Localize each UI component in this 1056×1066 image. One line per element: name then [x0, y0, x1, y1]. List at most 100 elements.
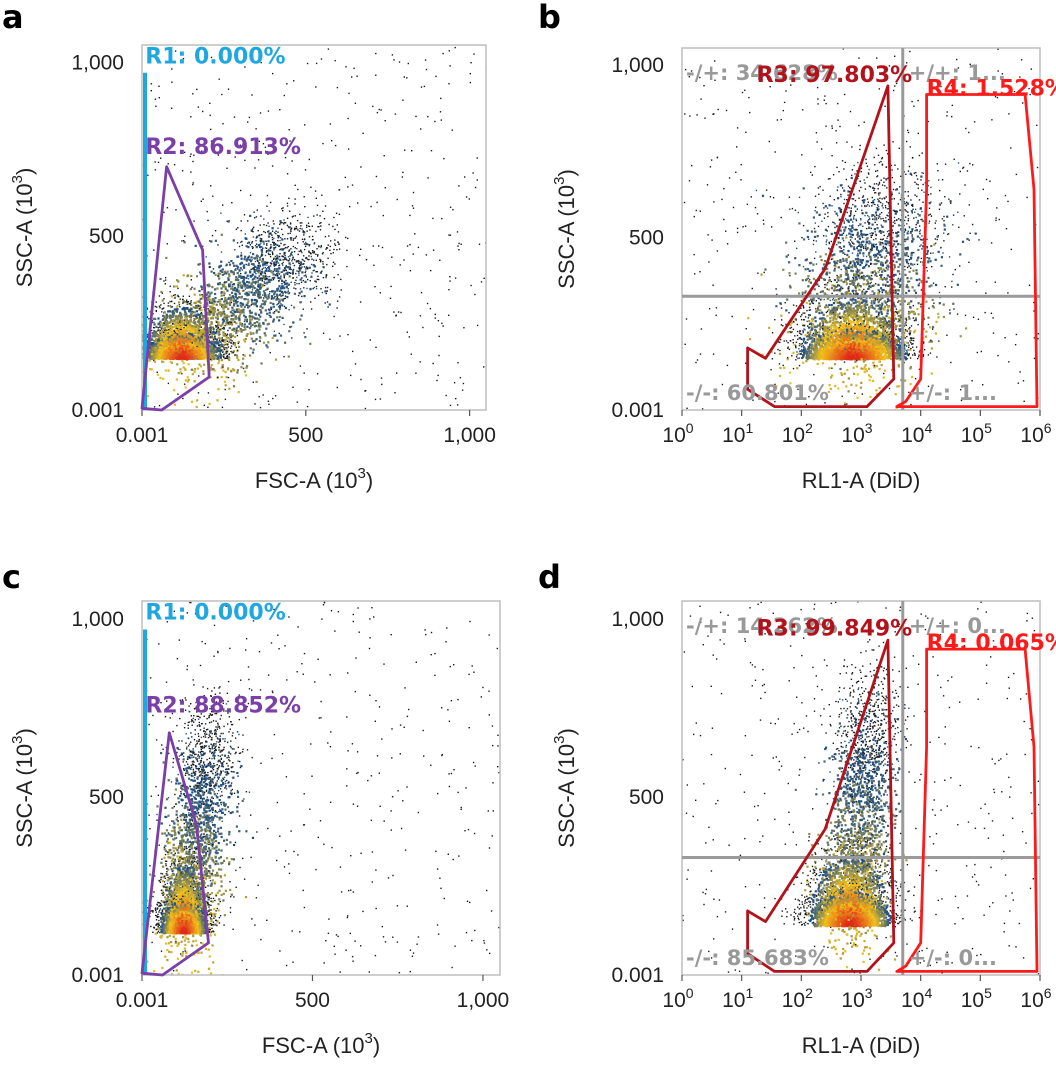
event-point — [174, 340, 178, 343]
event-point — [256, 209, 258, 211]
event-point — [311, 250, 314, 252]
event-point — [181, 308, 184, 311]
event-point — [286, 238, 289, 240]
event-point — [273, 257, 275, 259]
event-point — [316, 248, 318, 250]
event-point — [209, 329, 212, 332]
event-point — [315, 280, 317, 282]
event-point — [308, 250, 310, 252]
event-point — [271, 230, 274, 232]
event-point — [184, 317, 187, 320]
event-point — [178, 296, 180, 298]
event-point — [219, 300, 222, 303]
event-point — [161, 329, 165, 332]
event-point — [195, 313, 198, 316]
event-point — [173, 389, 176, 392]
event-point — [180, 328, 182, 331]
event-point — [337, 274, 339, 276]
event-point — [483, 366, 485, 368]
event-point — [264, 294, 267, 297]
event-point — [244, 328, 247, 331]
event-point — [301, 251, 303, 254]
event-point — [154, 305, 156, 308]
event-point — [174, 315, 177, 318]
event-point — [187, 342, 190, 345]
event-point — [344, 176, 346, 179]
event-point — [352, 350, 354, 353]
event-point — [188, 347, 191, 350]
event-point — [198, 375, 200, 377]
event-point — [199, 349, 202, 352]
event-point — [288, 267, 291, 270]
event-point — [300, 263, 303, 265]
event-point — [303, 248, 306, 251]
event-point — [345, 236, 347, 239]
event-point — [441, 217, 443, 220]
event-point — [236, 349, 239, 351]
event-point — [127, 354, 128, 355]
event-point — [476, 179, 478, 181]
event-point — [460, 243, 462, 245]
event-point — [420, 291, 423, 294]
event-point — [272, 220, 274, 222]
event-point — [318, 225, 320, 228]
event-point — [176, 343, 179, 346]
event-point — [333, 276, 335, 279]
event-point — [206, 299, 209, 302]
event-point — [188, 328, 191, 331]
event-point — [162, 347, 165, 350]
event-point — [268, 248, 270, 251]
event-point — [216, 321, 218, 323]
event-point — [160, 334, 163, 337]
event-point — [286, 266, 289, 269]
event-point — [214, 353, 217, 356]
event-point — [175, 356, 178, 359]
event-point — [197, 305, 200, 307]
event-point — [266, 205, 268, 207]
event-point — [257, 271, 260, 274]
event-point — [179, 311, 182, 314]
event-point — [157, 352, 160, 355]
event-point — [220, 324, 223, 327]
event-point — [274, 262, 276, 264]
event-point — [211, 317, 214, 320]
event-point — [372, 105, 374, 108]
event-point — [247, 285, 250, 288]
event-point — [231, 309, 233, 311]
event-point — [180, 340, 183, 343]
event-point — [264, 254, 267, 257]
event-point — [162, 342, 165, 346]
event-point — [220, 313, 223, 316]
event-point — [310, 263, 313, 266]
event-point — [261, 234, 263, 236]
event-point — [259, 265, 261, 268]
event-point — [284, 290, 287, 293]
event-point — [237, 227, 239, 229]
event-point — [190, 153, 192, 155]
event-point — [306, 267, 309, 269]
event-point — [196, 342, 199, 345]
event-point — [202, 295, 205, 298]
event-point — [211, 331, 214, 334]
event-point — [233, 344, 236, 347]
event-point — [210, 56, 213, 59]
event-point — [307, 216, 309, 219]
event-point — [159, 338, 162, 341]
event-point — [302, 279, 304, 282]
event-point — [190, 337, 194, 340]
event-point — [417, 246, 420, 249]
event-point — [258, 313, 261, 316]
event-point — [462, 382, 465, 385]
event-point — [279, 237, 282, 239]
event-point — [280, 303, 282, 305]
event-point — [243, 354, 246, 357]
event-point — [225, 343, 227, 346]
event-point — [202, 198, 204, 200]
event-point — [248, 314, 251, 317]
event-point — [374, 286, 376, 288]
event-point — [155, 301, 157, 303]
event-point — [306, 224, 308, 226]
event-point — [261, 306, 264, 309]
event-point — [261, 299, 265, 302]
event-point — [212, 368, 215, 371]
